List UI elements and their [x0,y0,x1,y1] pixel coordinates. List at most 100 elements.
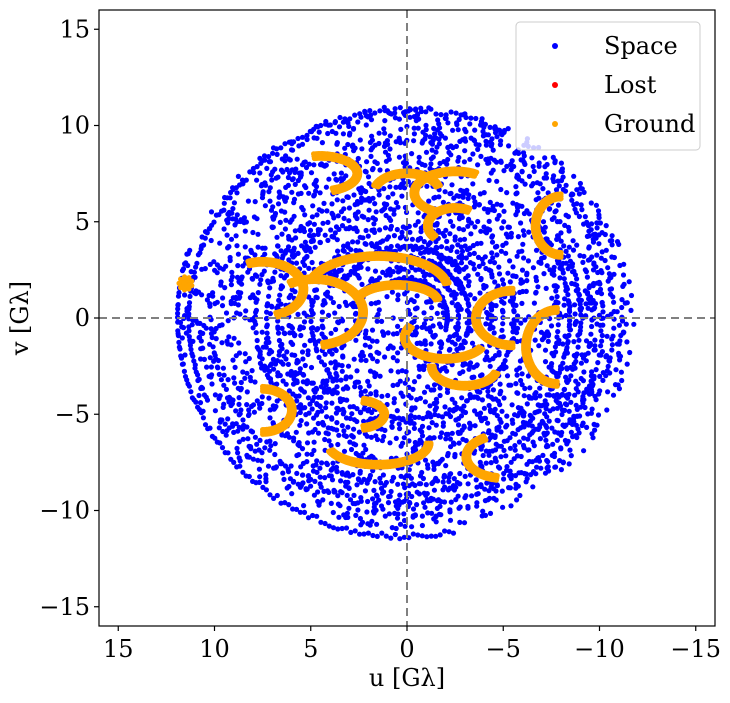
space-point [299,134,306,140]
space-point [363,446,369,453]
space-point [407,107,414,113]
space-point [349,411,355,417]
space-point [511,456,517,462]
space-point [201,392,207,398]
space-point [198,338,204,344]
space-point [303,184,309,191]
space-point [587,294,594,300]
space-point [300,460,306,466]
space-point [252,448,258,454]
space-point [436,321,443,327]
space-point [480,133,486,139]
space-point [450,530,457,536]
space-point [545,443,551,449]
space-point [254,273,260,279]
space-point [303,164,310,171]
space-point [396,116,402,122]
space-point [322,475,328,481]
space-point [526,211,532,217]
space-point [558,446,564,452]
space-point [451,476,457,482]
space-point [249,368,255,374]
space-point [234,464,240,470]
space-point [571,339,577,345]
space-point [479,116,485,122]
space-point [596,352,602,358]
space-point [436,121,442,127]
space-point [396,154,402,160]
space-point [365,378,371,384]
space-point [578,307,584,313]
space-point [387,133,393,139]
space-point [615,382,621,388]
space-point [465,195,471,202]
space-point [478,122,484,128]
space-point [222,450,228,456]
space-point [616,322,623,328]
space-point [431,400,437,407]
space-point [299,349,306,355]
space-point [233,233,239,239]
space-point [425,510,431,516]
ground-point [474,169,480,175]
space-point [226,244,232,250]
space-point [263,479,269,485]
space-point [431,195,437,201]
space-point [462,243,468,249]
space-point [285,361,291,367]
space-point [507,445,513,451]
space-point [414,293,420,299]
space-point [236,295,242,301]
space-point [341,206,347,212]
space-point [554,437,560,443]
space-point [501,476,507,482]
space-point [388,217,394,223]
space-point [545,333,552,339]
space-point [358,410,364,416]
space-point [175,328,181,334]
space-point [577,301,583,307]
space-point [596,241,602,247]
space-point [438,345,444,351]
space-point [497,402,503,408]
space-point [586,284,592,291]
space-point [382,513,388,519]
space-point [459,395,465,401]
space-point [182,352,188,358]
space-point [563,422,569,428]
space-point [575,426,581,432]
space-point [422,504,428,510]
space-point [492,279,498,285]
space-point [564,402,570,408]
space-point [318,394,324,400]
space-point [366,475,373,481]
space-point [423,109,429,115]
space-point [264,330,270,336]
space-point [467,292,473,298]
space-point [355,155,361,162]
space-point [333,176,339,182]
space-point [489,250,495,256]
space-point [428,161,434,167]
space-point [413,106,419,112]
space-point [449,182,455,188]
space-point [284,166,290,173]
space-point [354,264,361,270]
space-point [570,247,577,253]
space-point [508,503,514,509]
space-point [266,395,272,401]
space-point [541,335,547,341]
space-point [234,243,240,249]
space-point [194,260,200,266]
space-point [399,229,405,235]
space-point [578,312,584,318]
space-point [448,190,454,196]
space-point [410,531,416,537]
space-point [491,330,497,336]
space-point [302,342,308,348]
space-point [543,431,549,437]
space-point [289,491,295,497]
space-point [332,359,338,365]
space-point [458,413,465,419]
space-point [459,248,466,254]
